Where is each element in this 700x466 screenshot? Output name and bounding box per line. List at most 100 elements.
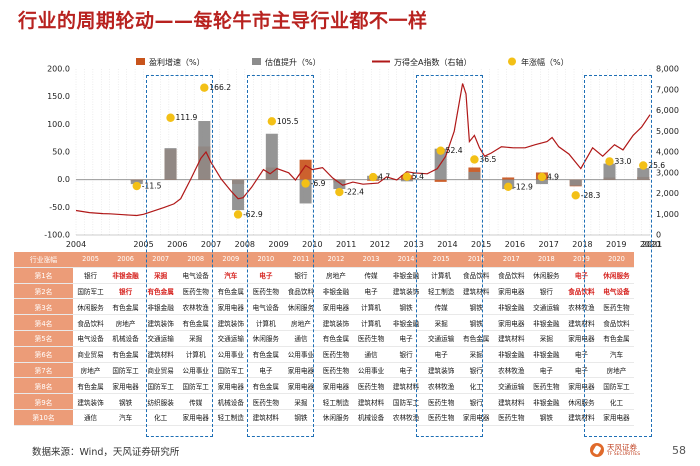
- table-cell: 国防军工: [73, 283, 109, 300]
- chart: 200.0 150.0 100.0 50.0 0.0 -50.0 -100.0 8,000 7,…: [44, 57, 679, 249]
- table-cell: 食品饮料: [598, 314, 634, 331]
- table-cell: 建筑材料: [563, 314, 599, 331]
- annual-change-label: 25.6: [648, 161, 665, 170]
- table-cell: 非银金融: [108, 267, 144, 284]
- table-cell: 电子: [248, 362, 284, 379]
- table-cell: 计算机: [248, 314, 284, 331]
- table-year-header: 2020: [598, 252, 634, 268]
- table-year-header: 2016: [458, 252, 494, 268]
- table-cell: 银行: [73, 267, 109, 284]
- annual-change-label: -6.9: [311, 179, 326, 188]
- table-row: 第8名 有色金属 家用电器 国防军工 国防军工 家用电器 有色金属 家用电器 家用电器 医药生物建…: [14, 377, 634, 395]
- table-cell: 电子: [563, 267, 599, 284]
- table-cell: 建筑材料: [493, 393, 529, 410]
- annual-change-label: 111.9: [176, 113, 198, 122]
- rank-label: 第10名: [14, 409, 73, 426]
- table-cell: 轻工制造: [423, 283, 459, 300]
- rank-label: 第1名: [14, 267, 73, 284]
- table-cell: 食品饮料: [283, 283, 319, 300]
- annual-change-dot: [368, 172, 378, 182]
- table-cell: 钢铁: [458, 298, 494, 316]
- table-cell: 房地产: [318, 267, 354, 284]
- table-cell: 医药生物: [318, 346, 354, 363]
- x-tick-label: 2018: [572, 240, 592, 249]
- table-cell: 家用电器: [108, 377, 144, 395]
- x-tick-label: 2005: [133, 240, 153, 249]
- table-cell: 医药生物: [318, 362, 354, 379]
- annual-change-dot: [639, 161, 648, 170]
- table-cell: 家用电器: [598, 409, 634, 426]
- annual-change-dot: [166, 113, 175, 122]
- annual-change-dot: [301, 179, 310, 188]
- table-year-header: 2012: [318, 252, 354, 268]
- x-tick-label: 2011: [336, 240, 356, 249]
- table-cell: 国防军工: [178, 377, 214, 395]
- table-cell: 非银金融: [318, 283, 354, 300]
- x-tick-label: 2021: [642, 240, 662, 249]
- table-cell: 采掘: [423, 314, 459, 331]
- table-cell: 银行: [283, 267, 319, 284]
- annual-change-dot: [200, 83, 209, 92]
- table-cell: 采掘: [528, 330, 564, 347]
- page-number: 58: [672, 444, 686, 457]
- tf-logo: 天风证券 TF SECURITIES: [590, 443, 640, 457]
- table-cell: 汽车: [213, 267, 249, 284]
- table-cell: 建筑材料: [493, 330, 529, 347]
- y-right-tick-label: 3,000: [656, 168, 679, 177]
- table-cell: 休闲服务: [73, 298, 109, 316]
- rank-label: 第2名: [14, 283, 73, 300]
- table-cell: 钢铁: [528, 409, 564, 426]
- valuation-bar: [333, 179, 346, 190]
- earnings-bar: [299, 159, 312, 180]
- legend-label: 年涨幅（%）: [521, 57, 569, 67]
- annual-change-label: 36.5: [479, 155, 496, 164]
- table-cell: 有色金属: [178, 314, 214, 331]
- earnings-bar: [502, 177, 515, 180]
- rank-label: 第5名: [14, 330, 73, 347]
- annual-change-dot: [132, 181, 141, 191]
- valuation-bar: [198, 121, 211, 180]
- table-cell: 电子: [528, 362, 564, 379]
- y-left-tick-label: 100.0: [47, 120, 70, 129]
- table-cell: 有色金属: [248, 346, 284, 363]
- table-row: 第4名 食品饮料 房地产 建筑装饰 有色金属 建筑装饰 计算机 房地产 建筑装饰 计算机 非银金融采…: [14, 314, 634, 331]
- table-cell: 国防军工: [598, 377, 634, 395]
- annual-change-dot: [402, 172, 412, 181]
- annual-change-dot: [537, 172, 547, 182]
- table-cell: 有色金属: [108, 298, 144, 316]
- table-cell: 化工: [143, 409, 179, 426]
- x-tick-label: 2020: [640, 240, 660, 249]
- table-cell: 建筑材料: [353, 393, 389, 410]
- table-cell: 医药生物: [598, 298, 634, 316]
- table-cell: 医药生物: [423, 409, 459, 426]
- table-cell: 家用电器: [493, 283, 529, 300]
- valuation-bar: [232, 179, 245, 211]
- table-cell: 交通运输: [423, 330, 459, 347]
- table-cell: 医药生物: [528, 377, 564, 395]
- table-cell: 农林牧渔: [563, 298, 599, 316]
- table-cell: 医药生物: [353, 330, 389, 347]
- table-header-label: 行业涨幅: [14, 252, 73, 268]
- table-cell: 食品饮料: [493, 267, 529, 284]
- table-cell: 建筑装饰: [73, 393, 109, 410]
- annual-change-label: -62.9: [243, 210, 263, 219]
- table-cell: 非银金融: [143, 298, 179, 316]
- annual-change-label: 52.4: [446, 146, 463, 155]
- annual-change-label: -22.4: [344, 188, 364, 197]
- table-cell: 建筑材料: [248, 409, 284, 426]
- table-cell: 钢铁: [108, 393, 144, 410]
- table-cell: 医药生物: [248, 283, 284, 300]
- table-header-row: 行业涨幅 2005 2006 2007 2008 2009 2010 2011 2012 2013…: [14, 252, 634, 268]
- valuation-bar: [535, 179, 548, 185]
- table-cell: 钢铁: [388, 298, 424, 316]
- table-row: 第9名 建筑装饰 钢铁 纺织服装 传媒 机械设备 医药生物 采掘 轻工制造 建筑材料 国防军工 医药生…: [14, 393, 634, 410]
- table-cell: 有色金属: [458, 330, 494, 347]
- x-tick-label: 2019: [606, 240, 626, 249]
- table-year-header: 2010: [248, 252, 284, 268]
- table-cell: 有色金属: [598, 330, 634, 347]
- logo-name: 天风证券: [607, 442, 637, 452]
- rank-label: 第8名: [14, 377, 73, 395]
- table-cell: 休闲服务: [318, 409, 354, 426]
- y-right-tick-label: 0: [656, 231, 661, 240]
- annual-change-label: -28.3: [581, 191, 601, 200]
